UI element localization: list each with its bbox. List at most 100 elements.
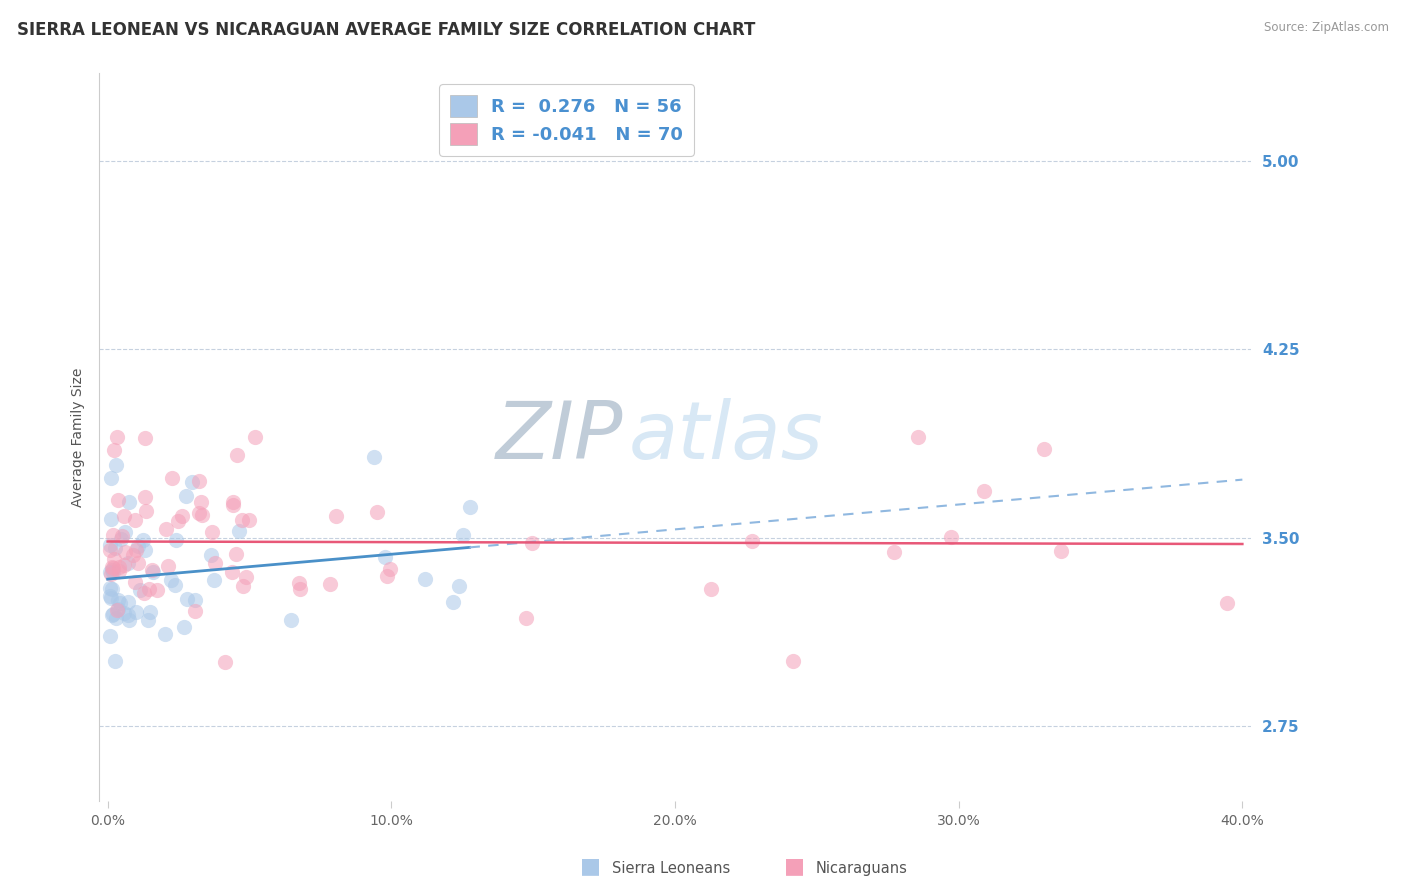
Point <box>290 582 312 597</box>
Point <box>100 538 122 552</box>
Point <box>103 561 125 575</box>
Point <box>103 552 125 566</box>
Point <box>112 607 135 621</box>
Point <box>160 573 183 587</box>
Point <box>325 509 347 524</box>
Point <box>1033 442 1056 456</box>
Point <box>124 513 146 527</box>
Point <box>204 556 226 570</box>
Point <box>907 430 929 444</box>
Point <box>112 508 135 523</box>
Point <box>201 524 224 539</box>
Point <box>122 549 145 563</box>
Point <box>191 508 214 522</box>
Point <box>124 605 146 619</box>
Point <box>105 603 128 617</box>
Point <box>132 586 155 600</box>
Point <box>107 593 129 607</box>
Point <box>124 574 146 589</box>
Point <box>520 536 543 550</box>
Point <box>451 528 474 542</box>
Point <box>127 540 149 554</box>
Point <box>135 503 157 517</box>
Point <box>243 430 266 444</box>
Point <box>100 567 122 582</box>
Point <box>134 491 156 505</box>
Point <box>366 505 388 519</box>
Point <box>183 604 205 618</box>
Point <box>110 532 132 546</box>
Point <box>176 591 198 606</box>
Point <box>125 543 148 558</box>
Point <box>225 547 247 561</box>
Point <box>378 562 401 576</box>
Point <box>458 500 481 515</box>
Point <box>103 443 125 458</box>
Point <box>100 591 122 605</box>
Text: Nicaraguans: Nicaraguans <box>815 861 907 876</box>
Point <box>134 431 156 445</box>
Text: ■: ■ <box>785 856 804 876</box>
Point <box>101 563 124 577</box>
Point <box>100 543 122 558</box>
Point <box>108 560 131 574</box>
Point <box>415 573 437 587</box>
Point <box>139 605 162 619</box>
Point <box>174 489 197 503</box>
Point <box>100 581 122 595</box>
Point <box>375 569 398 583</box>
Point <box>100 511 122 525</box>
Point <box>105 430 128 444</box>
Point <box>138 582 160 596</box>
Point <box>141 563 163 577</box>
Point <box>156 559 179 574</box>
Point <box>136 613 159 627</box>
Point <box>188 506 211 520</box>
Point <box>117 556 139 570</box>
Point <box>288 576 311 591</box>
Point <box>238 513 260 527</box>
Point <box>107 493 129 508</box>
Point <box>167 514 190 528</box>
Point <box>117 595 139 609</box>
Point <box>515 611 537 625</box>
Point <box>100 565 122 579</box>
Point <box>170 509 193 524</box>
Point <box>232 579 254 593</box>
Point <box>142 565 165 579</box>
Point <box>104 654 127 668</box>
Point <box>941 530 963 544</box>
Point <box>160 471 183 485</box>
Point <box>222 499 245 513</box>
Text: Source: ZipAtlas.com: Source: ZipAtlas.com <box>1264 21 1389 34</box>
Point <box>1050 543 1073 558</box>
Point <box>104 458 127 472</box>
Point <box>114 525 136 540</box>
Point <box>117 608 139 623</box>
Point <box>181 475 204 490</box>
Text: ■: ■ <box>581 856 600 876</box>
Point <box>1216 596 1239 610</box>
Point <box>155 627 177 641</box>
Point <box>101 565 124 579</box>
Point <box>127 556 149 570</box>
Point <box>110 596 132 610</box>
Point <box>134 543 156 558</box>
Point <box>165 578 187 592</box>
Point <box>165 533 187 547</box>
Point <box>363 450 385 465</box>
Legend: R =  0.276   N = 56, R = -0.041   N = 70: R = 0.276 N = 56, R = -0.041 N = 70 <box>439 84 695 156</box>
Point <box>441 595 464 609</box>
Point <box>118 495 141 509</box>
Point <box>114 544 136 558</box>
Point <box>146 582 169 597</box>
Point <box>100 629 122 643</box>
Point <box>202 573 225 587</box>
Point <box>155 522 177 536</box>
Point <box>225 448 247 462</box>
Point <box>184 593 207 607</box>
Point <box>447 578 470 592</box>
Point <box>101 582 124 597</box>
Point <box>118 613 141 627</box>
Point <box>107 602 129 616</box>
